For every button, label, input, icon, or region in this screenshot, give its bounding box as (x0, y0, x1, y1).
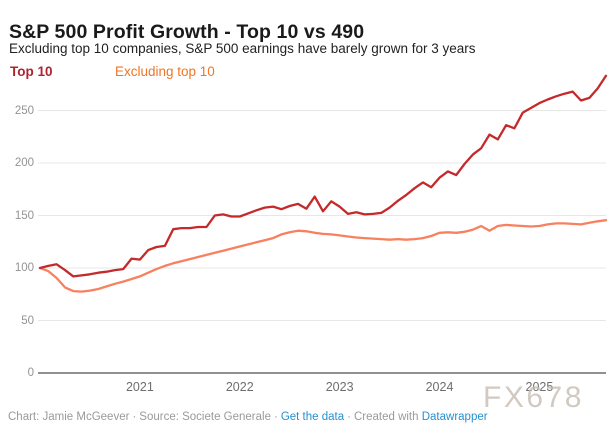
footer-separator: · (132, 411, 137, 423)
chart-subtitle: Excluding top 10 companies, S&P 500 earn… (9, 41, 476, 56)
legend-item-excluding-top10: Excluding top 10 (115, 64, 215, 79)
series-line-excluding-top10 (38, 219, 608, 293)
series-line-top10 (38, 74, 608, 278)
footer-separator: · (347, 411, 351, 423)
footer-separator: · (273, 411, 278, 423)
y-axis-label: 0 (27, 367, 34, 379)
chart-credit: Chart: Jamie McGeever (8, 411, 130, 423)
footer: Chart: Jamie McGeever · Source: Societe Ge… (8, 411, 614, 423)
created-with-label: Created with (353, 411, 419, 423)
legend-item-top10: Top 10 (10, 64, 53, 79)
gridlines (38, 110, 606, 374)
source-credit: Source: Societe Generale (139, 411, 271, 423)
x-axis-label: 2022 (225, 380, 254, 394)
y-axis-label: 150 (14, 209, 34, 222)
x-axis-label: 2024 (425, 380, 454, 394)
x-axis-label: 2021 (125, 380, 154, 394)
y-axis-label: 50 (21, 314, 34, 327)
legend: Top 10 Excluding top 10 (0, 64, 614, 82)
x-axis-label: 2023 (325, 380, 354, 394)
datawrapper-link[interactable]: Datawrapper (421, 411, 488, 423)
y-axis-label: 200 (14, 157, 34, 169)
get-data-link[interactable]: Get the data (280, 411, 345, 423)
y-axis-label: 100 (14, 262, 34, 274)
y-axis-label: 250 (14, 104, 34, 117)
x-axis-label: 2025 (525, 380, 554, 394)
page-title: S&P 500 Profit Growth - Top 10 vs 490 (9, 21, 365, 44)
